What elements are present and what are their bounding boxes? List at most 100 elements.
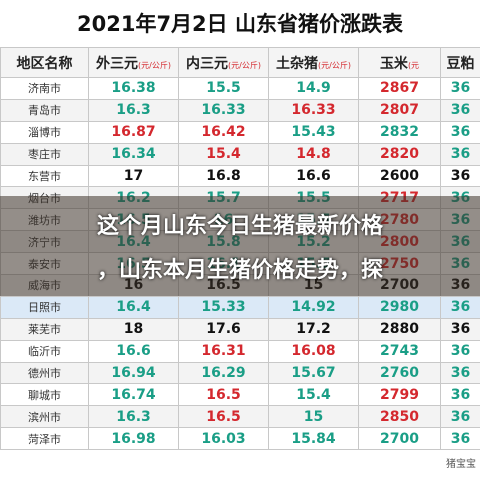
value-cell: 15.67 bbox=[268, 361, 359, 385]
table-row: 聊城市 16.74 16.5 15.4 2799 36 bbox=[0, 383, 480, 407]
value-cell: 16.4 bbox=[88, 295, 179, 319]
header-unit: (元/公斤) bbox=[318, 60, 351, 70]
value-cell: 17 bbox=[88, 164, 179, 188]
table-row: 枣庄市 16.34 15.4 14.8 2820 36 bbox=[0, 142, 480, 166]
value-cell: 2867 bbox=[358, 77, 441, 100]
header-cell: 玉米(元 bbox=[358, 47, 441, 78]
value-cell: 2832 bbox=[358, 120, 441, 144]
table-row: 济南市 16.38 15.5 14.9 2867 36 bbox=[0, 77, 480, 100]
table-row: 莱芜市 18 17.6 17.2 2880 36 bbox=[0, 317, 480, 341]
header-unit: (元 bbox=[407, 60, 420, 70]
value-cell: 16.94 bbox=[88, 361, 179, 385]
header-name: 玉米 bbox=[379, 55, 408, 72]
region-cell: 莱芜市 bbox=[0, 317, 89, 341]
value-cell: 16.6 bbox=[268, 164, 359, 188]
value-cell: 2820 bbox=[358, 142, 441, 166]
value-cell: 14.9 bbox=[268, 77, 359, 100]
region-cell: 济南市 bbox=[0, 77, 89, 100]
value-cell: 16.87 bbox=[88, 120, 179, 144]
region-cell: 日照市 bbox=[0, 295, 89, 319]
value-cell: 2743 bbox=[358, 339, 441, 363]
header-cell: 豆粕 bbox=[440, 47, 480, 78]
value-cell: 36 bbox=[440, 295, 480, 319]
region-cell: 滨州市 bbox=[0, 405, 89, 429]
value-cell: 2980 bbox=[358, 295, 441, 319]
value-cell: 16.31 bbox=[178, 339, 269, 363]
table-row: 滨州市 16.3 16.5 15 2850 36 bbox=[0, 405, 480, 429]
caption-line: ，山东本月生猪价格走势，探 bbox=[96, 258, 383, 283]
header-cell: 土杂猪(元/公斤) bbox=[268, 47, 359, 78]
region-cell: 聊城市 bbox=[0, 383, 89, 407]
value-cell: 15 bbox=[268, 405, 359, 429]
value-cell: 2700 bbox=[358, 427, 441, 451]
region-cell: 德州市 bbox=[0, 361, 89, 385]
region-cell: 青岛市 bbox=[0, 98, 89, 122]
value-cell: 16.98 bbox=[88, 427, 179, 451]
value-cell: 16.3 bbox=[88, 405, 179, 429]
value-cell: 16.03 bbox=[178, 427, 269, 451]
table-row: 淄博市 16.87 16.42 15.43 2832 36 bbox=[0, 120, 480, 144]
value-cell: 15.4 bbox=[268, 383, 359, 407]
value-cell: 17.2 bbox=[268, 317, 359, 341]
value-cell: 2799 bbox=[358, 383, 441, 407]
value-cell: 16.08 bbox=[268, 339, 359, 363]
value-cell: 16.8 bbox=[178, 164, 269, 188]
value-cell: 36 bbox=[440, 164, 480, 188]
value-cell: 15.5 bbox=[178, 77, 269, 100]
value-cell: 16.3 bbox=[88, 98, 179, 122]
table-row: 德州市 16.94 16.29 15.67 2760 36 bbox=[0, 361, 480, 385]
header-row: 地区名称 外三元(元/公斤) 内三元(元/公斤) 土杂猪(元/公斤) 玉米(元 豆粕 bbox=[0, 47, 480, 78]
value-cell: 15.33 bbox=[178, 295, 269, 319]
value-cell: 36 bbox=[440, 383, 480, 407]
value-cell: 16.5 bbox=[178, 383, 269, 407]
header-cell: 地区名称 bbox=[0, 47, 89, 78]
caption-band: 这个月山东今日生猪最新价格 ，山东本月生猪价格走势，探 bbox=[0, 196, 480, 296]
header-name: 土杂猪 bbox=[276, 55, 319, 72]
value-cell: 17.6 bbox=[178, 317, 269, 341]
value-cell: 2760 bbox=[358, 361, 441, 385]
region-cell: 菏泽市 bbox=[0, 427, 89, 451]
header-name: 外三元 bbox=[96, 55, 139, 72]
value-cell: 36 bbox=[440, 405, 480, 429]
value-cell: 16.6 bbox=[88, 339, 179, 363]
value-cell: 2600 bbox=[358, 164, 441, 188]
value-cell: 18 bbox=[88, 317, 179, 341]
region-cell: 枣庄市 bbox=[0, 142, 89, 166]
value-cell: 2880 bbox=[358, 317, 441, 341]
value-cell: 16.74 bbox=[88, 383, 179, 407]
value-cell: 2850 bbox=[358, 405, 441, 429]
region-cell: 淄博市 bbox=[0, 120, 89, 144]
value-cell: 2807 bbox=[358, 98, 441, 122]
table-row: 东营市 17 16.8 16.6 2600 36 bbox=[0, 164, 480, 188]
region-cell: 临沂市 bbox=[0, 339, 89, 363]
value-cell: 36 bbox=[440, 339, 480, 363]
header-cell: 内三元(元/公斤) bbox=[178, 47, 269, 78]
header-name: 地区名称 bbox=[16, 55, 73, 72]
value-cell: 36 bbox=[440, 427, 480, 451]
value-cell: 36 bbox=[440, 98, 480, 122]
value-cell: 36 bbox=[440, 77, 480, 100]
table-row: 日照市 16.4 15.33 14.92 2980 36 bbox=[0, 295, 480, 319]
header-name: 内三元 bbox=[186, 55, 229, 72]
value-cell: 14.92 bbox=[268, 295, 359, 319]
value-cell: 16.29 bbox=[178, 361, 269, 385]
caption-line: 这个月山东今日生猪最新价格 bbox=[96, 214, 383, 239]
table-row: 菏泽市 16.98 16.03 15.84 2700 36 bbox=[0, 427, 480, 451]
value-cell: 36 bbox=[440, 317, 480, 341]
value-cell: 36 bbox=[440, 120, 480, 144]
table-row: 临沂市 16.6 16.31 16.08 2743 36 bbox=[0, 339, 480, 363]
header-cell: 外三元(元/公斤) bbox=[88, 47, 179, 78]
value-cell: 16.34 bbox=[88, 142, 179, 166]
value-cell: 16.42 bbox=[178, 120, 269, 144]
table-row: 青岛市 16.3 16.33 16.33 2807 36 bbox=[0, 98, 480, 122]
value-cell: 16.33 bbox=[268, 98, 359, 122]
region-cell: 东营市 bbox=[0, 164, 89, 188]
value-cell: 15.43 bbox=[268, 120, 359, 144]
value-cell: 16.33 bbox=[178, 98, 269, 122]
source: 猪宝宝 bbox=[446, 459, 476, 470]
value-cell: 14.8 bbox=[268, 142, 359, 166]
header-name: 豆粕 bbox=[446, 55, 475, 72]
value-cell: 36 bbox=[440, 142, 480, 166]
value-cell: 15.4 bbox=[178, 142, 269, 166]
